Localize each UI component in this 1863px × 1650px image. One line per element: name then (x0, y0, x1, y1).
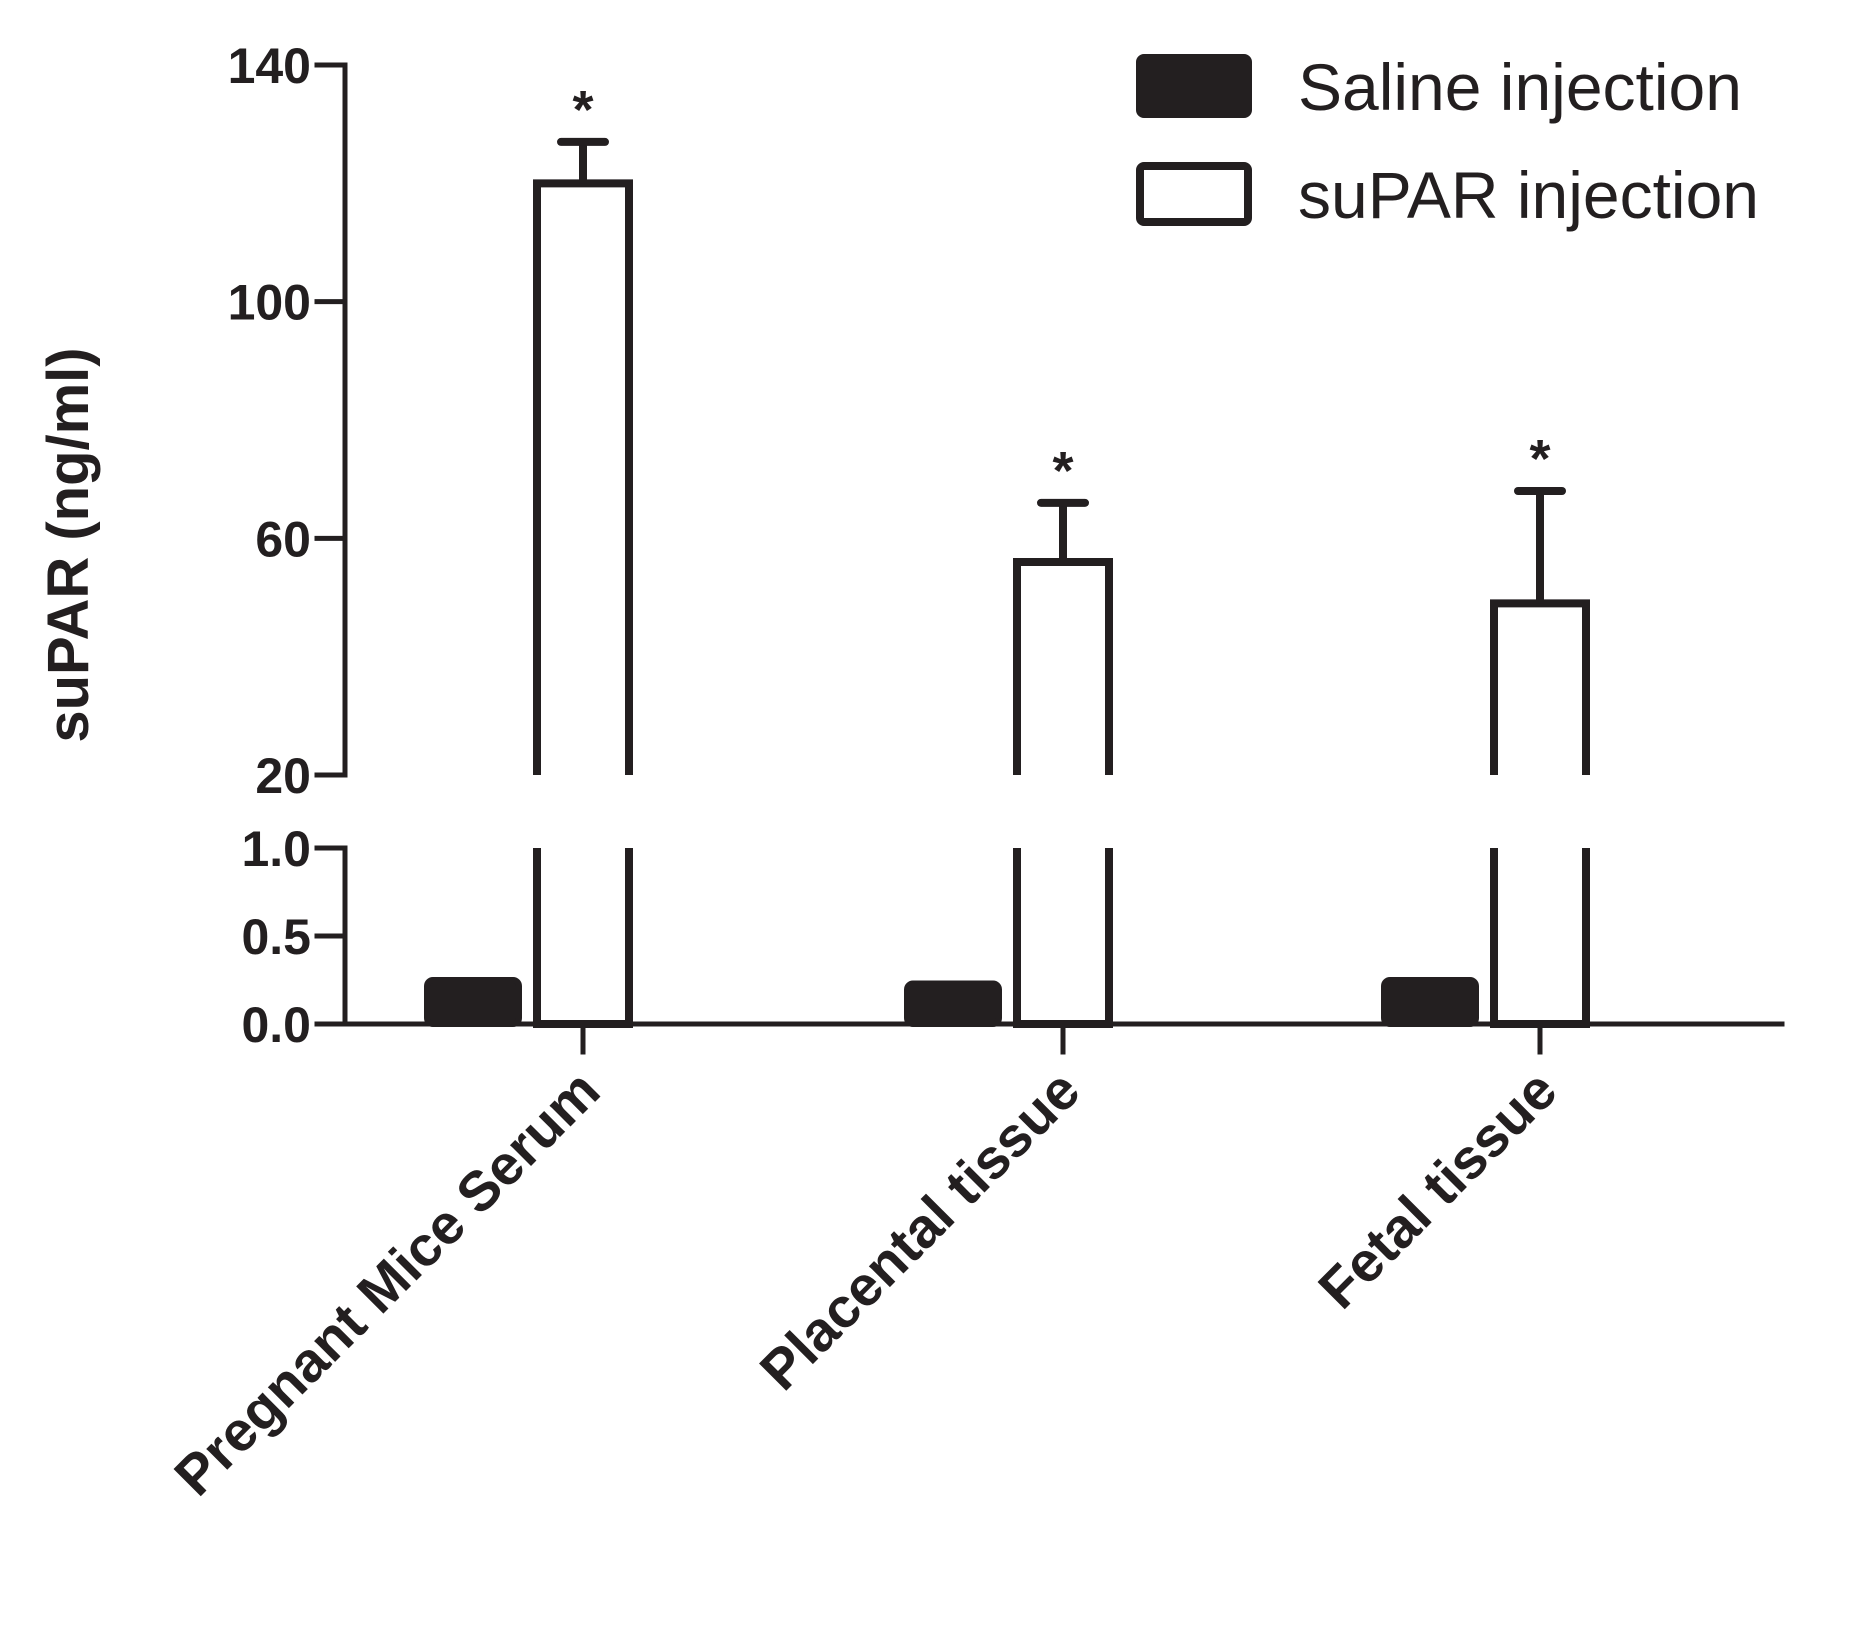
legend-swatch-0 (1136, 54, 1252, 118)
bar-1-0-lower (533, 848, 633, 1028)
y-lower-tick-label-1: 0.5 (241, 909, 311, 965)
legend-swatch-1 (1136, 162, 1252, 226)
legend-label-1: suPAR injection (1298, 158, 1759, 232)
legend: Saline injection suPAR injection (1136, 50, 1759, 232)
category-label-2: Fetal tissue (1306, 1058, 1568, 1320)
y-lower-tick-label-0: 0.0 (241, 997, 311, 1053)
error-bars (557, 137, 1566, 604)
legend-label-0: Saline injection (1298, 50, 1742, 124)
category-labels: Pregnant Mice Serum Placental tissue Fetal… (162, 1058, 1568, 1507)
bar-1-1-lower (1013, 848, 1113, 1028)
significance-star-0: * (572, 80, 593, 140)
y-upper-tick-label-0: 20 (255, 748, 311, 804)
bar-1-1-upper (1013, 558, 1113, 775)
category-label-1: Placental tissue (748, 1058, 1092, 1402)
bar-0-2 (1381, 977, 1479, 1027)
bars (424, 179, 1590, 1028)
bar-1-2-lower (1490, 848, 1590, 1028)
significance-markers: * * * (572, 80, 1550, 501)
bar-0-0 (424, 977, 522, 1027)
bar-1-2-upper (1490, 599, 1590, 775)
bar-1-0-upper (533, 179, 633, 775)
y-ticks: 0.0 0.5 1.0 20 60 100 140 (228, 38, 348, 1053)
bar-0-1 (904, 980, 1002, 1028)
y-axis-label: suPAR (ng/ml) (36, 347, 101, 742)
y-upper-tick-label-3: 140 (228, 38, 311, 94)
y-upper-tick-label-1: 60 (255, 511, 311, 567)
significance-star-2: * (1529, 429, 1550, 489)
y-upper-tick-label-2: 100 (228, 275, 311, 331)
significance-star-1: * (1052, 441, 1073, 501)
y-lower-tick-label-2: 1.0 (241, 821, 311, 877)
category-label-0: Pregnant Mice Serum (162, 1058, 611, 1507)
